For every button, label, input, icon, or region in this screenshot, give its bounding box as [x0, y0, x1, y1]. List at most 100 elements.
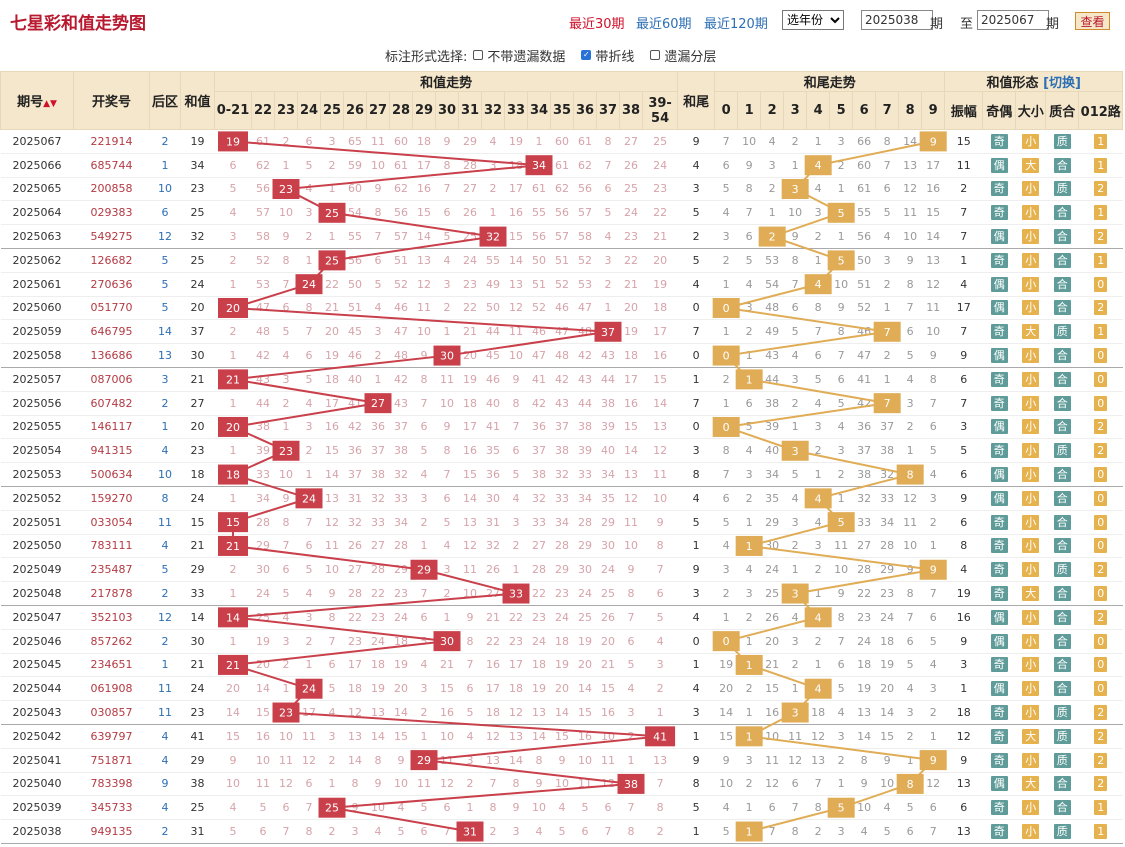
sum-cell: 29	[180, 557, 215, 583]
tail-miss-cell: 14	[898, 129, 922, 154]
prime-composite-cell: 质	[1045, 724, 1079, 749]
sum-miss-cell: 14	[642, 391, 678, 416]
sum-miss-cell: 22	[527, 581, 551, 606]
issue-cell: 2025047	[0, 605, 74, 630]
back-cell: 12	[149, 224, 181, 249]
period-link-120[interactable]: 最近120期	[704, 17, 768, 32]
period-link-30[interactable]: 最近30期	[569, 17, 625, 32]
tail-miss-cell: 2	[760, 177, 784, 202]
period-link-60[interactable]: 最近60期	[636, 17, 692, 32]
tail-miss-cell: 6	[829, 653, 853, 678]
sum-miss-cell: 11	[274, 748, 298, 773]
sum-miss-cell: 6	[297, 129, 321, 154]
tail-miss-cell: 4	[806, 510, 830, 535]
tail-hit-cell	[806, 272, 830, 297]
sum-miss-cell: 2	[320, 748, 344, 773]
sum-cell: 19	[180, 129, 215, 154]
sum-miss-cell: 13	[642, 415, 678, 440]
option-no-missing[interactable]: 不带遗漏数据	[467, 46, 565, 65]
sum-miss-cell: 15	[412, 200, 436, 226]
sum-hit-cell	[412, 557, 436, 583]
query-button[interactable]: 查看	[1075, 12, 1110, 30]
sum-miss-cell: 24	[642, 153, 678, 178]
range-to-input[interactable]	[977, 10, 1049, 30]
tail-miss-cell: 8	[783, 819, 807, 844]
back-cell: 5	[149, 557, 181, 583]
sum-miss-cell: 6	[573, 819, 597, 844]
switch-link[interactable]: [切换]	[1043, 76, 1081, 91]
sum-miss-cell: 5	[251, 795, 275, 821]
option-missing-layers[interactable]: 遗漏分层	[644, 46, 716, 65]
sum-miss-cell: 2	[366, 343, 390, 368]
sum-miss-cell: 18	[550, 629, 574, 654]
back-cell: 11	[149, 510, 181, 535]
prime-composite-cell-label: 合	[1053, 467, 1071, 483]
tail-miss-cell: 10	[875, 772, 899, 797]
sum-miss-cell: 15	[642, 367, 678, 392]
year-select[interactable]: 选年份	[782, 10, 844, 30]
sum-miss-cell: 28	[458, 153, 482, 178]
prime-composite-cell-label: 质	[1053, 728, 1071, 744]
tail-miss-cell: 9	[737, 153, 761, 178]
tail-miss-cell: 4	[737, 557, 761, 583]
sum-miss-cell: 10	[412, 319, 436, 345]
sum-miss-cell: 24	[619, 200, 643, 226]
sum-miss-cell: 42	[550, 367, 574, 392]
sum-miss-cell: 5	[550, 819, 574, 844]
sum-miss-cell: 5	[214, 177, 252, 202]
sum-miss-cell: 43	[596, 343, 620, 368]
odd-even-cell-label: 偶	[990, 419, 1008, 435]
tail-miss-cell: 19	[852, 676, 876, 702]
sum-miss-cell: 23	[366, 605, 390, 630]
sum-miss-cell: 34	[596, 462, 620, 487]
sum-miss-cell: 7	[504, 415, 528, 440]
tail-miss-cell: 2	[806, 438, 830, 464]
odd-even-cell-label: 奇	[990, 133, 1008, 149]
tail-miss-cell: 23	[852, 605, 876, 630]
checkbox-checked-icon[interactable]: ✓	[581, 50, 592, 60]
sum-miss-cell: 7	[435, 177, 459, 202]
sum-miss-cell: 8	[320, 605, 344, 630]
sum-miss-cell: 59	[343, 153, 367, 178]
sum-hit-cell	[214, 129, 252, 154]
big-small-cell-label: 小	[1022, 252, 1040, 268]
tail-cell: 9	[677, 129, 715, 154]
col-issue[interactable]: 期号▲▼	[0, 71, 74, 130]
big-small-cell: 小	[1015, 676, 1046, 702]
sum-miss-cell: 2	[481, 819, 505, 844]
table-row: 2025052 159270 8 24 1 34 9 13 31 32 33 3 6 14 30 4 32 33 3…	[0, 486, 1123, 511]
tail-miss-cell: 1	[898, 748, 922, 773]
tail-col-3: 3	[783, 91, 808, 130]
amplitude-cell: 4	[944, 272, 983, 297]
sum-miss-cell: 15	[389, 724, 413, 749]
tail-miss-cell: 3	[829, 129, 853, 154]
range-from-input[interactable]	[861, 10, 933, 30]
odd-even-cell-label: 偶	[990, 633, 1008, 649]
back-cell: 3	[149, 367, 181, 392]
tail-hit-cell	[829, 510, 853, 535]
sort-icon[interactable]: ▲▼	[43, 99, 57, 109]
sum-miss-cell: 5	[389, 819, 413, 844]
odd-even-cell-label: 奇	[990, 586, 1008, 602]
amplitude-cell: 6	[944, 462, 983, 487]
sum-miss-cell: 17	[504, 653, 528, 678]
tail-miss-cell: 9	[714, 748, 738, 773]
tail-miss-cell: 1	[898, 438, 922, 464]
sum-miss-cell: 2	[320, 819, 344, 844]
odd-even-cell-label: 奇	[990, 252, 1008, 268]
tail-miss-cell: 5	[898, 653, 922, 678]
issue-cell: 2025043	[0, 700, 74, 725]
back-cell: 14	[149, 319, 181, 345]
sum-miss-cell: 13	[412, 248, 436, 273]
table-row: 2025051 033054 11 15 28 8 7 12 32 33 34 2 5 13 31 3 33 34…	[0, 510, 1123, 535]
sum-miss-cell: 8	[366, 200, 390, 226]
option-polyline[interactable]: ✓ 带折线	[581, 49, 635, 65]
prime-composite-cell-label: 合	[1053, 609, 1071, 625]
checkbox-icon[interactable]	[650, 50, 661, 60]
checkbox-icon[interactable]	[473, 50, 484, 60]
sum-miss-cell: 15	[550, 724, 574, 749]
sum-miss-cell: 40	[343, 367, 367, 392]
big-small-cell: 小	[1015, 534, 1046, 559]
sum-miss-cell: 25	[573, 605, 597, 630]
tail-miss-cell: 12	[898, 177, 922, 202]
